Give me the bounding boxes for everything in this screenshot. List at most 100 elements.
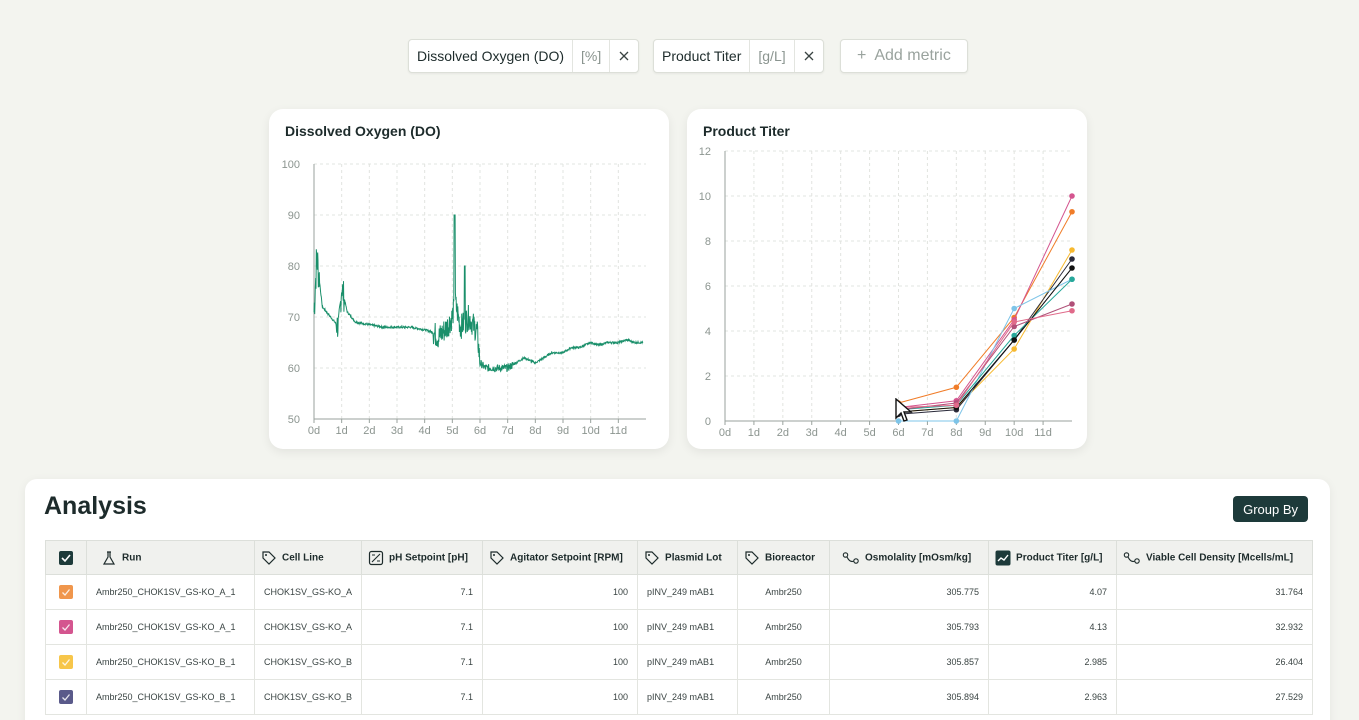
column-label: pH Setpoint [pH] — [389, 552, 468, 564]
row-checkbox[interactable] — [45, 644, 87, 680]
y-tick-label: 70 — [288, 312, 300, 324]
cell-osmolality: 305.857 — [829, 644, 990, 680]
titer-data-point — [1069, 208, 1075, 215]
x-tick-label: 1d — [748, 427, 760, 439]
add-metric-button[interactable]: + Add metric — [840, 39, 968, 73]
tag-icon — [645, 550, 659, 565]
cell-viable-cell-density: 31.764 — [1116, 574, 1313, 610]
column-header-agitator-setpoint[interactable]: Agitator Setpoint [RPM] — [482, 540, 639, 575]
titer-chart[interactable]: 0d 1d 2d 3d 4d 5d 6d 7d 8d 9d 10d 11d 0 2 4 6 8 10 12 — [687, 109, 1087, 449]
row-checkbox[interactable] — [45, 609, 87, 645]
y-tick-label: 10 — [699, 191, 711, 203]
tag-icon — [490, 550, 504, 565]
do-chart[interactable]: 0d 1d 2d 3d 4d 5d 6d 7d 8d 9d 10d 11d 50 60 70 80 90 100 — [269, 109, 669, 449]
x-tick-label: 8d — [950, 427, 962, 439]
column-label: Run — [122, 552, 142, 564]
curve-icon — [842, 551, 859, 564]
row-color-checkbox[interactable] — [59, 690, 73, 704]
add-metric-label: Add metric — [874, 47, 951, 64]
x-tick-label: 4d — [835, 427, 847, 439]
table-row[interactable]: Ambr250_CHOK1SV_GS-KO_A_1 CHOK1SV_GS-KO_A… — [45, 609, 1313, 645]
titer-data-point — [1011, 346, 1017, 352]
plus-icon: + — [857, 47, 867, 64]
row-checkbox[interactable] — [45, 679, 87, 715]
x-tick-label: 0d — [308, 425, 320, 437]
analysis-panel: Analysis Group By Run Cell Line pH Setpo… — [25, 479, 1330, 720]
table-header-row: Run Cell Line pH Setpoint [pH] Agitator … — [45, 540, 1313, 575]
x-tick-label: 4d — [419, 425, 431, 437]
group-by-button[interactable]: Group By — [1233, 496, 1308, 522]
titer-chart-title: Product Titer — [703, 123, 790, 139]
cell-viable-cell-density: 32.932 — [1116, 609, 1313, 645]
titer-data-point — [1011, 337, 1017, 343]
y-tick-label: 100 — [282, 159, 300, 171]
column-label: Cell Line — [282, 552, 324, 564]
analysis-table: Run Cell Line pH Setpoint [pH] Agitator … — [45, 540, 1313, 715]
mouse-cursor-icon — [895, 398, 913, 422]
titer-data-point — [1011, 305, 1017, 312]
titer-series-line — [898, 211, 1073, 404]
tag-icon — [745, 550, 759, 565]
cell-cell-line: CHOK1SV_GS-KO_B — [253, 644, 363, 680]
x-tick-label: 10d — [581, 425, 599, 437]
y-tick-label: 80 — [288, 261, 300, 273]
cell-osmolality: 305.793 — [829, 609, 990, 645]
x-tick-label: 6d — [892, 427, 904, 439]
column-header-osmolality[interactable]: Osmolality [mOsm/kg] — [829, 540, 990, 575]
select-all-checkbox[interactable] — [45, 540, 87, 575]
table-row[interactable]: Ambr250_CHOK1SV_GS-KO_B_1 CHOK1SV_GS-KO_B… — [45, 644, 1313, 680]
column-header-ph-setpoint[interactable]: pH Setpoint [pH] — [361, 540, 484, 575]
column-header-viable-cell-density[interactable]: Viable Cell Density [Mcells/mL] — [1116, 540, 1313, 575]
titer-series-line — [898, 258, 1073, 415]
ph-icon — [368, 550, 384, 565]
y-tick-label: 60 — [288, 363, 300, 375]
row-color-checkbox[interactable] — [59, 585, 73, 599]
x-tick-label: 5d — [863, 427, 875, 439]
cell-bioreactor: Ambr250 — [737, 644, 831, 680]
metric-chip-unit: [g/L] — [749, 40, 793, 72]
y-tick-label: 4 — [705, 326, 711, 338]
y-tick-label: 8 — [705, 236, 711, 248]
x-tick-label: 11d — [1034, 427, 1052, 439]
cell-agitator-setpoint: 100 — [482, 644, 639, 680]
titer-data-point — [1069, 307, 1075, 314]
column-header-run[interactable]: Run — [86, 540, 255, 575]
column-header-bioreactor[interactable]: Bioreactor — [737, 540, 831, 575]
do-chart-card: 0d 1d 2d 3d 4d 5d 6d 7d 8d 9d 10d 11d 50 60 70 80 90 100 … — [269, 109, 669, 449]
row-checkbox[interactable] — [45, 574, 87, 610]
cell-cell-line: CHOK1SV_GS-KO_B — [253, 679, 363, 715]
column-header-plasmid-lot[interactable]: Plasmid Lot — [637, 540, 739, 575]
close-icon[interactable] — [609, 40, 638, 72]
close-icon[interactable] — [793, 40, 823, 72]
x-tick-label: 9d — [557, 425, 569, 437]
cell-osmolality: 305.894 — [829, 679, 990, 715]
metric-chip-titer[interactable]: Product Titer [g/L] — [653, 39, 824, 73]
analysis-title: Analysis — [44, 492, 147, 520]
metric-chip-name: Product Titer — [662, 48, 742, 64]
row-color-checkbox[interactable] — [59, 620, 73, 634]
column-header-product-titer[interactable]: Product Titer [g/L] — [988, 540, 1118, 575]
cell-run: Ambr250_CHOK1SV_GS-KO_A_1 — [86, 574, 255, 610]
column-header-cell-line[interactable]: Cell Line — [253, 540, 363, 575]
x-tick-label: 0d — [719, 427, 731, 439]
x-tick-label: 11d — [610, 425, 628, 437]
trend-icon — [995, 550, 1011, 565]
cell-agitator-setpoint: 100 — [482, 609, 639, 645]
cell-ph-setpoint: 7.1 — [361, 574, 484, 610]
metric-chip-do[interactable]: Dissolved Oxygen (DO) [%] — [408, 39, 640, 73]
do-chart-title: Dissolved Oxygen (DO) — [285, 123, 441, 139]
column-label: Product Titer [g/L] — [1016, 552, 1103, 564]
titer-data-point — [1011, 323, 1017, 330]
row-color-checkbox[interactable] — [59, 655, 73, 669]
cell-osmolality: 305.775 — [829, 574, 990, 610]
x-tick-label: 9d — [979, 427, 991, 439]
cell-plasmid-lot: pINV_249 mAB1 — [637, 644, 739, 680]
titer-data-point — [953, 418, 960, 424]
x-tick-label: 2d — [777, 427, 789, 439]
cell-product-titer: 4.07 — [988, 574, 1118, 610]
cell-plasmid-lot: pINV_249 mAB1 — [637, 679, 739, 715]
x-tick-label: 8d — [529, 425, 541, 437]
table-row[interactable]: Ambr250_CHOK1SV_GS-KO_B_1 CHOK1SV_GS-KO_B… — [45, 679, 1313, 715]
table-row[interactable]: Ambr250_CHOK1SV_GS-KO_A_1 CHOK1SV_GS-KO_A… — [45, 574, 1313, 610]
titer-data-point — [1069, 276, 1075, 283]
